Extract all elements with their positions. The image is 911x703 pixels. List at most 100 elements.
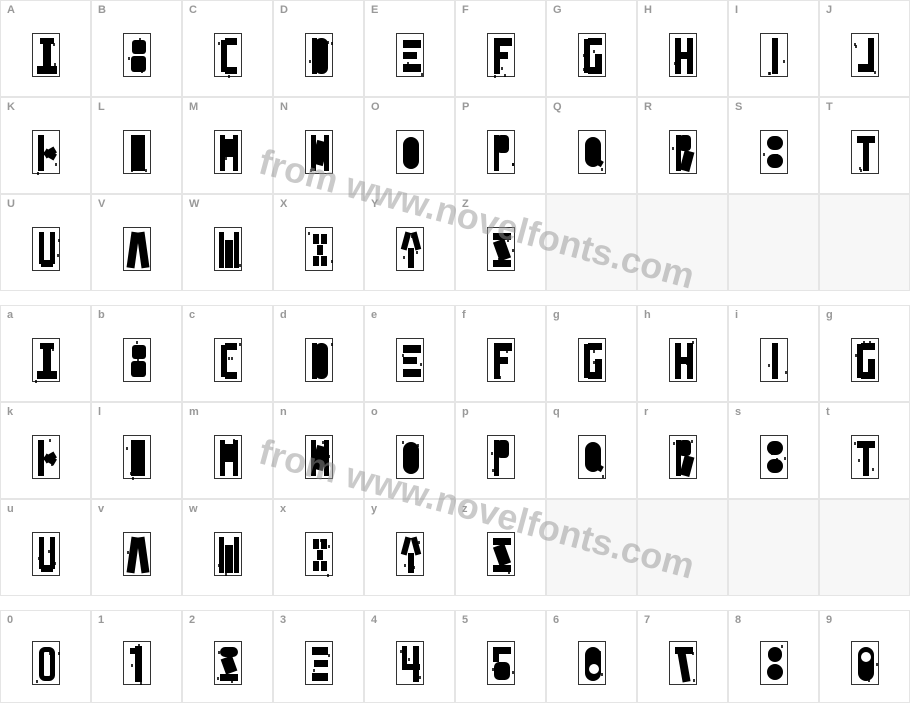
cell-label: R: [638, 98, 658, 117]
glyph-box: [274, 214, 363, 290]
cell-label: r: [638, 403, 654, 422]
cell-label: F: [456, 1, 475, 20]
glyph-P: [487, 130, 515, 174]
glyph-box: [729, 422, 818, 498]
glyph-A: [32, 33, 60, 77]
glyph-box: [1, 630, 90, 702]
glyph-Y: [396, 227, 424, 271]
glyph-F: [487, 33, 515, 77]
glyph-box: [456, 214, 545, 290]
glyph-box: [365, 214, 454, 290]
glyph-box: [1, 325, 90, 401]
cell-N: N: [273, 97, 364, 194]
glyph-box: [274, 117, 363, 193]
cell-t: t: [819, 402, 910, 499]
glyph-box: [92, 630, 181, 702]
glyph-box: [638, 325, 727, 401]
glyph-I: [760, 33, 788, 77]
cell-label: o: [365, 403, 384, 422]
cell-e: e: [364, 305, 455, 402]
cell-Y: Y: [364, 194, 455, 291]
cell-label: 1: [92, 611, 110, 630]
cell-label: 2: [183, 611, 201, 630]
glyph-box: [547, 325, 636, 401]
glyph-M: [214, 435, 242, 479]
glyph-box: [92, 214, 181, 290]
cell-r: r: [637, 402, 728, 499]
cell-Z: Z: [455, 194, 546, 291]
cell-p: p: [455, 402, 546, 499]
glyph-T: [851, 435, 879, 479]
cell-f: f: [455, 305, 546, 402]
cell-label: G: [547, 1, 568, 20]
cell-label: h: [638, 306, 657, 325]
cell-l: l: [91, 402, 182, 499]
cell-H: H: [637, 0, 728, 97]
glyph-box: [274, 519, 363, 595]
glyph-box: [365, 422, 454, 498]
cell-label: g: [820, 306, 839, 325]
cell-label: q: [547, 403, 566, 422]
cell-label: 7: [638, 611, 656, 630]
cell-label: C: [183, 1, 203, 20]
glyph-S: [760, 130, 788, 174]
cell-label: c: [183, 306, 201, 325]
cell-label: p: [456, 403, 475, 422]
character-map-grid: ABCDEFGHIJKLMNOPQRSTUVWXYZabcdefghigklmn…: [0, 0, 911, 703]
cell-G: G: [546, 0, 637, 97]
cell-label: e: [365, 306, 383, 325]
glyph-K: [32, 435, 60, 479]
glyph-L: [123, 435, 151, 479]
glyph-3: [305, 641, 333, 685]
glyph-6: [578, 641, 606, 685]
cell-label: d: [274, 306, 293, 325]
glyph-Q: [578, 435, 606, 479]
cell-label: O: [365, 98, 386, 117]
glyph-E: [396, 338, 424, 382]
cell-label: y: [365, 500, 383, 519]
row-2: UVWXYZ: [0, 194, 911, 291]
glyph-box: [1, 422, 90, 498]
glyph-box: [183, 20, 272, 96]
glyph-box: [456, 325, 545, 401]
cell-label: D: [274, 1, 294, 20]
glyph-0: [32, 641, 60, 685]
cell-label: x: [274, 500, 292, 519]
cell-X: X: [273, 194, 364, 291]
glyph-R: [669, 435, 697, 479]
glyph-box: [638, 630, 727, 702]
cell-label: z: [456, 500, 474, 519]
cell-label: k: [1, 403, 19, 422]
glyph-U: [32, 227, 60, 271]
cell-g: g: [819, 305, 910, 402]
glyph-J: [851, 33, 879, 77]
row-5: klmnopqrst: [0, 402, 911, 499]
glyph-box: [456, 519, 545, 595]
cell-1: 1: [91, 610, 182, 703]
glyph-box: [456, 422, 545, 498]
cell-label: Z: [456, 195, 475, 214]
cell-u: u: [0, 499, 91, 596]
cell-label: S: [729, 98, 748, 117]
cell-C: C: [182, 0, 273, 97]
glyph-1: [123, 641, 151, 685]
glyph-box: [1, 20, 90, 96]
cell-label: m: [183, 403, 205, 422]
glyph-V: [123, 227, 151, 271]
cell-U: U: [0, 194, 91, 291]
cell-9: 9: [819, 610, 910, 703]
glyph-W: [214, 227, 242, 271]
glyph-box: [547, 20, 636, 96]
cell-z: z: [455, 499, 546, 596]
glyph-box: [638, 422, 727, 498]
cell-label: 8: [729, 611, 747, 630]
cell-m: m: [182, 402, 273, 499]
cell-label: f: [456, 306, 472, 325]
cell-label: W: [183, 195, 205, 214]
cell-label: I: [729, 1, 744, 20]
glyph-box: [638, 117, 727, 193]
glyph-box: [92, 519, 181, 595]
cell-label: H: [638, 1, 658, 20]
glyph-box: [547, 117, 636, 193]
cell-label: w: [183, 500, 204, 519]
